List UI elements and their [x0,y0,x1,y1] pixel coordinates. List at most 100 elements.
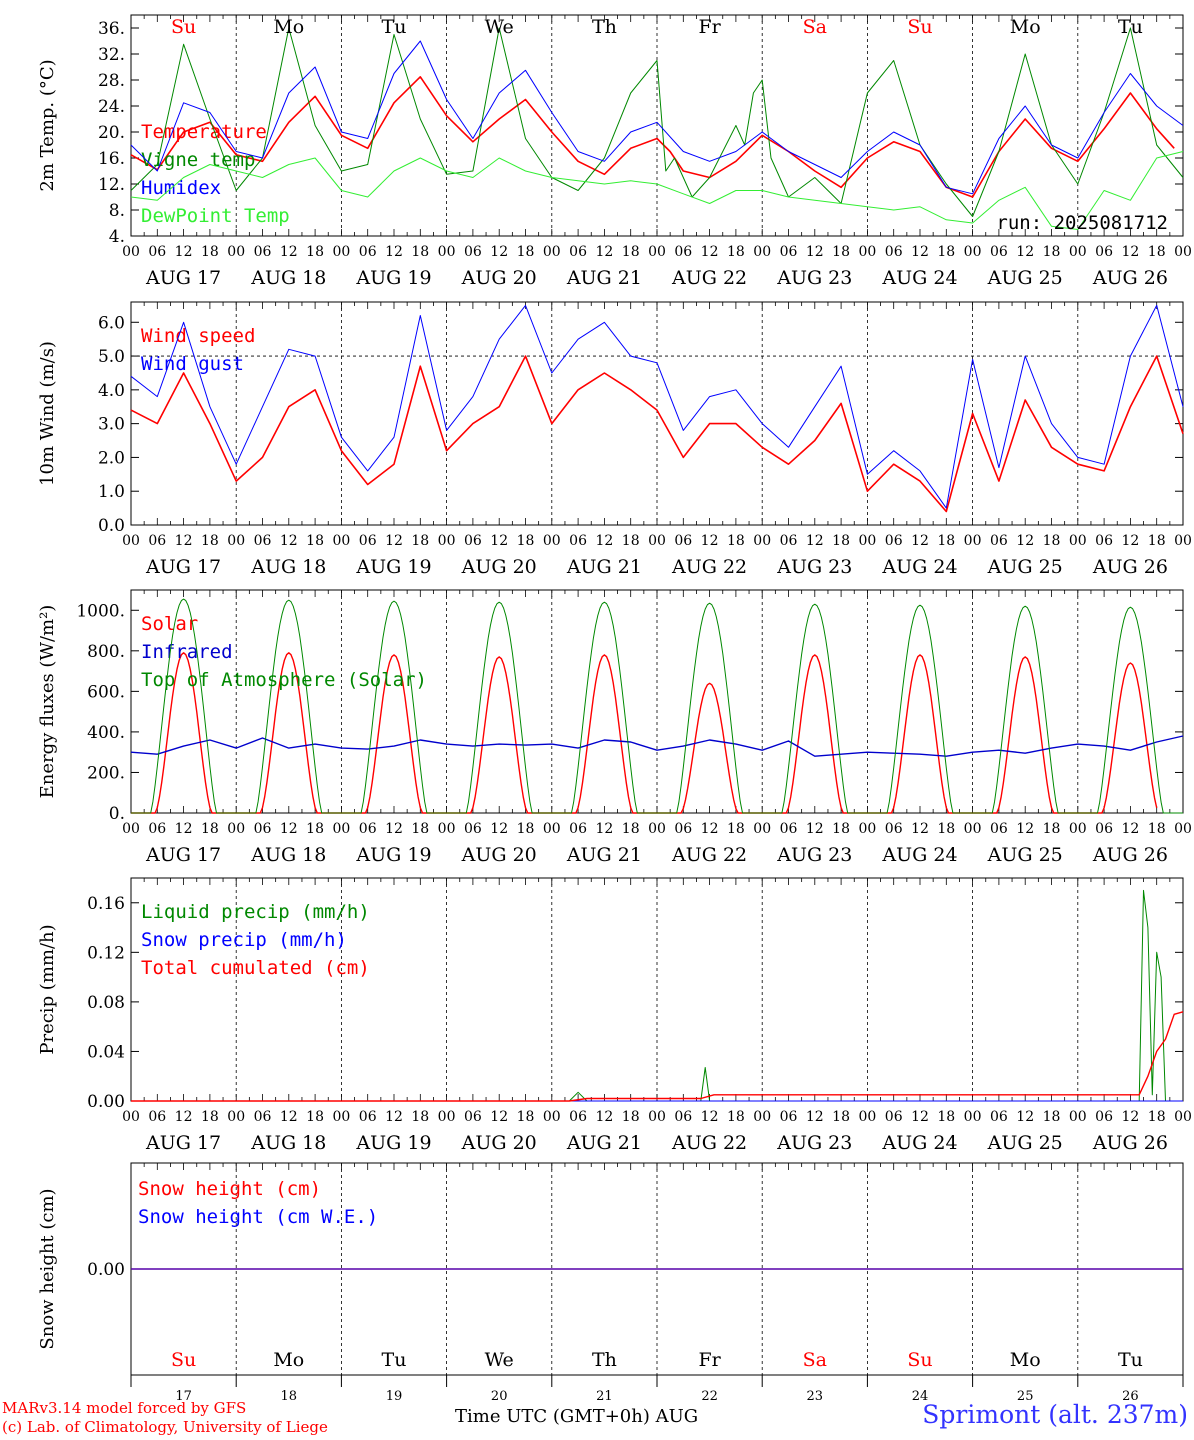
hour-tick-label: 06 [464,533,482,549]
legend-entry: Solar [141,613,198,635]
weekday-label-bottom: Sa [803,1349,827,1371]
date-label: AUG 26 [1092,267,1168,289]
hour-tick-label: 00 [858,821,876,837]
panel-1: 4. 8. 12. 16. 20. 24. 28. 32. 36. 2m Temp. (°C) Te… [37,14,1192,289]
hour-tick-label: 18 [411,533,429,549]
legend-entry: Wind gust [141,353,244,375]
hour-tick-label: 18 [306,821,324,837]
hour-tick-label: 12 [595,821,613,837]
series-line-3 [131,598,1183,814]
hour-tick-label: 12 [701,821,719,837]
y-tick-label: 2.0 [98,448,125,468]
y-tick-label: 0.0 [98,516,125,536]
date-number-label: 25 [1017,1389,1034,1404]
hour-tick-label: 00 [753,1109,771,1125]
weekday-label-top: Tu [382,16,407,38]
hour-tick-label: 12 [280,533,298,549]
date-label: AUG 18 [250,267,326,289]
hour-tick-label: 12 [701,244,719,260]
hour-tick-label: 00 [227,244,245,260]
hour-tick-label: 18 [937,821,955,837]
weekday-label-bottom: Tu [382,1349,407,1371]
date-label: AUG 19 [355,556,431,578]
date-label: AUG 24 [881,844,957,866]
hour-tick-label: 00 [964,1109,982,1125]
hour-tick-label: 00 [1069,533,1087,549]
legend-entry: Infrared [141,641,233,663]
date-label: AUG 21 [566,844,642,866]
date-label: AUG 25 [987,556,1063,578]
hour-tick-label: 00 [648,821,666,837]
hour-tick-label: 18 [832,244,850,260]
hour-tick-label: 00 [964,821,982,837]
hour-tick-label: 12 [1016,1109,1034,1125]
hour-tick-label: 18 [517,533,535,549]
hour-tick-label: 12 [490,821,508,837]
hour-tick-label: 12 [911,1109,929,1125]
hour-tick-label: 12 [595,244,613,260]
date-label: AUG 25 [987,267,1063,289]
date-label: AUG 23 [776,1132,852,1154]
legend-entry: Total cumulated (cm) [141,957,370,979]
hour-tick-label: 18 [1148,1109,1166,1125]
hour-tick-label: 06 [359,244,377,260]
y-tick-label: 0.16 [87,894,125,914]
credit-line-lab: (c) Lab. of Climatology, University of L… [2,1418,328,1436]
hour-tick-label: 06 [569,244,587,260]
date-number-label: 20 [491,1389,508,1404]
hour-tick-label: 18 [306,533,324,549]
hour-tick-label: 18 [1148,533,1166,549]
hour-tick-label: 12 [280,821,298,837]
hour-tick-label: 12 [490,1109,508,1125]
hour-tick-label: 00 [438,1109,456,1125]
hour-tick-label: 06 [990,1109,1008,1125]
hour-tick-label: 00 [1069,1109,1087,1125]
legend-entry: Liquid precip (mm/h) [141,901,370,923]
hour-tick-label: 18 [622,1109,640,1125]
date-label: AUG 21 [566,267,642,289]
hour-tick-label: 00 [1174,244,1192,260]
weekday-label-top: Fr [698,16,721,38]
hour-tick-label: 06 [254,1109,272,1125]
date-label: AUG 19 [355,1132,431,1154]
y-tick-label: 4.0 [98,381,125,401]
series-line-2 [130,27,1184,217]
hour-tick-label: 12 [595,533,613,549]
hour-tick-label: 00 [858,244,876,260]
date-label: AUG 20 [461,1132,537,1154]
model-credit: MARv3.14 model forced by GFS (c) Lab. of… [2,1399,328,1437]
hour-tick-label: 18 [937,533,955,549]
hour-tick-label: 06 [885,821,903,837]
series-line-1 [130,355,1184,513]
hour-tick-label: 06 [1095,244,1113,260]
date-label: AUG 21 [566,1132,642,1154]
hour-tick-label: 06 [780,821,798,837]
date-label: AUG 18 [250,1132,326,1154]
date-number-label: 24 [912,1389,929,1404]
date-label: AUG 26 [1092,844,1168,866]
hour-tick-label: 12 [1121,244,1139,260]
hour-tick-label: 00 [122,821,140,837]
hour-tick-label: 18 [727,244,745,260]
y-tick-label: 0. [109,804,125,824]
legend-entry: Snow height (cm) [138,1178,321,1200]
hour-tick-label: 06 [148,533,166,549]
series-line-3 [130,40,1184,195]
y-tick-label: 5.0 [98,347,125,367]
hour-tick-label: 00 [332,821,350,837]
hour-tick-label: 18 [306,244,324,260]
y-tick-label: 0.00 [87,1092,125,1112]
date-number-label: 22 [701,1389,718,1404]
run-label: run: 2025081712 [996,212,1168,234]
hour-tick-label: 06 [148,821,166,837]
date-label: AUG 17 [145,1132,221,1154]
hour-tick-label: 06 [780,244,798,260]
date-label: AUG 22 [671,556,747,578]
hour-tick-label: 06 [674,533,692,549]
hour-tick-label: 00 [1174,1109,1192,1125]
hour-tick-label: 18 [201,821,219,837]
hour-tick-label: 06 [674,1109,692,1125]
panel-4: 0.00 0.04 0.08 0.12 0.16 Precip (mm/h) Liquid … [37,877,1192,1154]
hour-tick-label: 18 [622,533,640,549]
y-tick-label: 24. [98,97,125,117]
